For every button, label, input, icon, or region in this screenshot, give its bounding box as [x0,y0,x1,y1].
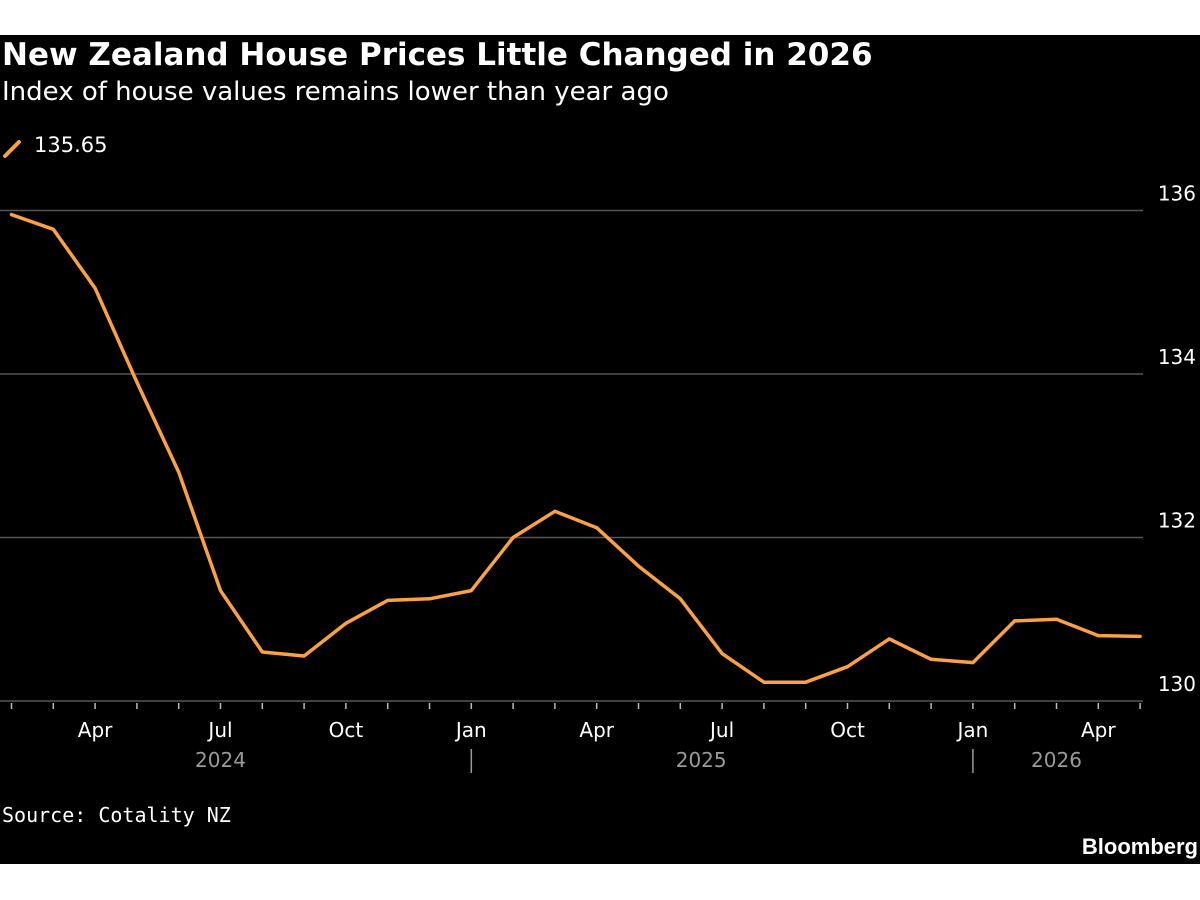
data-point-2025-06 [678,597,682,601]
data-point-2025-02 [511,536,515,539]
series-line-0 [9,212,1142,684]
data-point-2025-09 [804,680,808,684]
data-point-2025-07 [720,652,724,656]
y-tick-label: 130 [1158,672,1196,696]
data-point-2025-04 [595,526,599,530]
data-point-2025-12 [929,657,933,661]
data-point-2024-08 [260,650,264,654]
data-point-2025-05 [637,564,640,568]
data-point-2024-06 [177,470,181,474]
data-point-2026-02 [1013,619,1017,623]
x-tick-label-oct: Oct [830,718,865,742]
x-tick-label-oct: Oct [329,718,364,742]
data-point-2025-08 [762,680,766,684]
data-point-2024-05 [135,380,139,384]
chart-panel: New Zealand House Prices Little Changed … [0,35,1200,864]
x-tick-label-apr: Apr [1081,718,1116,742]
y-tick-label: 134 [1158,345,1196,369]
data-point-2024-07 [219,589,222,593]
y-tick-label: 132 [1158,509,1196,533]
data-point-2025-10 [846,665,849,669]
data-point-2024-03 [51,227,55,231]
y-tick-label: 136 [1158,182,1196,206]
line-chart: 130 132 134 136 Apr Jul Oct Jan Apr Jul Oct Jan Apr 2… [0,182,1196,773]
x-tick-label-apr: Apr [78,718,113,742]
data-point-2024-02 [10,213,13,217]
data-point-2026-01 [971,661,975,665]
year-label-2026: 2026 [1031,748,1082,772]
data-point-2024-04 [93,286,97,290]
data-point-2024-09 [302,654,306,658]
x-tick-label-jul: Jul [206,718,232,742]
x-tick-label-jul: Jul [708,718,734,742]
x-tick-label-apr: Apr [579,718,614,742]
source-note: Source: Cotality NZ [2,803,231,827]
legend-line-icon [3,140,21,158]
data-point-2025-03 [553,509,557,513]
chart-subtitle: Index of house values remains lower than… [2,77,669,107]
data-point-2026-03 [1055,617,1058,621]
x-tick-label-jan: Jan [454,718,487,742]
year-label-2025: 2025 [676,748,727,772]
data-point-2024-10 [344,621,348,625]
chart-title: New Zealand House Prices Little Changed … [2,37,873,73]
legend-label: 135.65 [34,133,108,157]
data-point-2026-04 [1096,634,1100,638]
x-tick-label-jan: Jan [955,718,988,742]
data-point-2025-11 [887,637,891,641]
data-point-2024-11 [386,598,390,602]
year-label-2024: 2024 [195,748,246,772]
data-point-2024-12 [428,597,431,601]
data-point-2025-01 [469,589,473,593]
bloomberg-logo: Bloomberg [1081,834,1198,859]
data-point-2026-05 [1138,634,1142,638]
